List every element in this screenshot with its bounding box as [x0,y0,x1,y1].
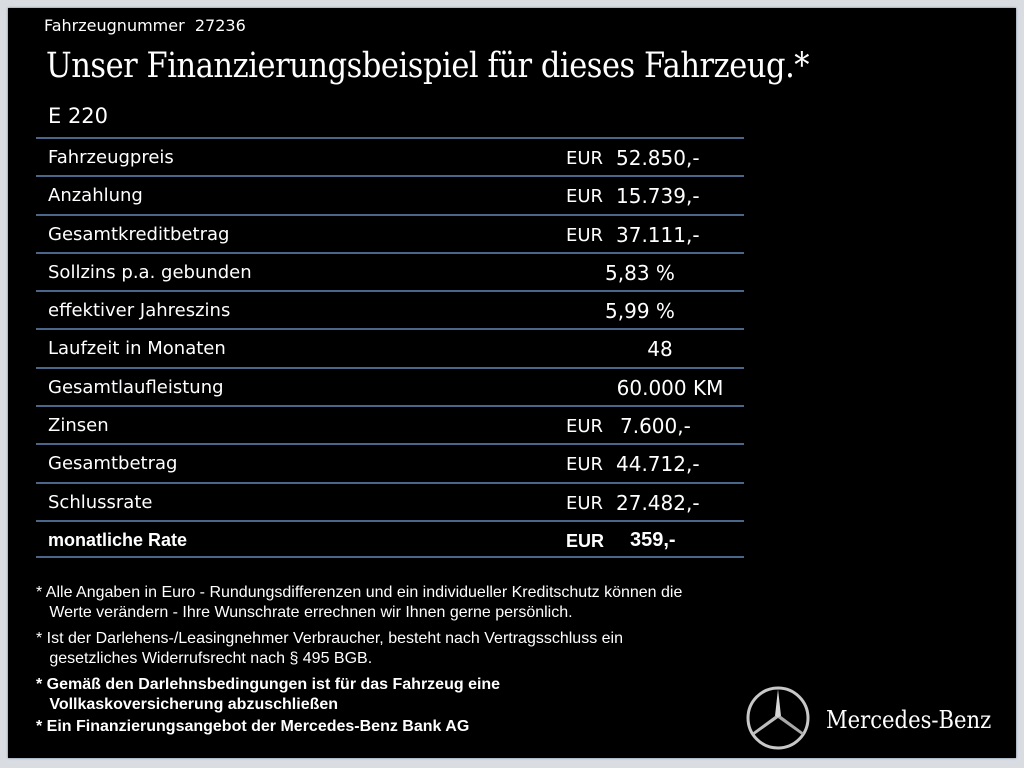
row-label: Zinsen [48,415,109,437]
three-pointed-star-icon [746,686,810,750]
table-row: Gesamtbetrag EUR 44.712,- [36,443,744,481]
row-label: Gesamtlaufleistung [48,376,224,398]
row-value: 44.712,- [616,452,700,477]
table-row: Fahrzeugpreis EUR 52.850,- [36,137,744,175]
row-currency: EUR [566,416,604,438]
footnote: * Alle Angaben in Euro - Rundungsdiffere… [36,584,683,621]
row-value: 5,83 % [605,260,675,285]
footnote: * Ist der Darlehens-/Leasingnehmer Verbr… [36,630,623,667]
vehicle-number-label: Fahrzeugnummer [44,16,185,35]
table-row: Gesamtlaufleistung 60.000 KM [36,366,744,405]
row-currency: EUR [566,454,604,476]
row-label: Laufzeit in Monaten [48,338,226,360]
row-currency: EUR [566,148,604,169]
row-label: Anzahlung [48,185,143,207]
table-row: Sollzins p.a. gebunden 5,83 % [36,251,744,290]
finance-panel: Fahrzeugnummer 27236 Unser Finanzierungs… [8,8,1016,758]
row-currency: EUR [566,224,604,246]
row-label: Fahrzeugpreis [48,147,174,168]
row-currency: EUR [566,492,604,514]
row-label: effektiver Jahreszins [48,300,231,322]
row-label: Schlussrate [48,491,153,513]
row-value: 48 [647,337,673,362]
row-value: 5,99 % [605,299,675,324]
table-row: Laufzeit in Monaten 48 [36,328,744,366]
model-name: E 220 [48,104,109,128]
row-label: monatliche Rate [48,529,188,550]
row-currency: EUR [566,530,605,551]
row-value: 52.850,- [616,146,700,170]
row-value: 37.111,- [616,222,700,247]
footnote: * Gemäß den Darlehnsbedingungen ist für … [36,676,501,713]
row-value: 15.739,- [616,184,700,209]
table-row: Schlussrate EUR 27.482,- [36,481,744,520]
footnote: * Ein Finanzierungsangebot der Mercedes-… [36,718,470,735]
finance-table: Fahrzeugpreis EUR 52.850,- Anzahlung EUR 15.… [36,137,744,559]
row-value: 27.482,- [616,490,700,515]
row-label: Gesamtkreditbetrag [48,223,230,245]
row-label: Gesamtbetrag [48,453,178,475]
row-value: 7.600,- [620,414,691,439]
row-currency: EUR [566,186,604,208]
table-row: Zinsen EUR 7.600,- [36,405,744,443]
vehicle-number-value: 27236 [194,16,246,35]
vehicle-number: Fahrzeugnummer 27236 [44,16,246,35]
page-title: Unser Finanzierungsbeispiel für dieses F… [46,46,810,86]
row-value: 359,- [630,528,676,551]
brand-name: Mercedes-Benz [826,706,992,734]
table-row: effektiver Jahreszins 5,99 % [36,290,744,328]
table-row: Gesamtkreditbetrag EUR 37.111,- [36,213,744,252]
table-row-monthly-rate: monatliche Rate EUR 359,- [36,519,744,559]
table-row: Anzahlung EUR 15.739,- [36,175,744,213]
row-value: 60.000 KM [616,375,724,400]
footnotes: * Alle Angaben in Euro - Rundungsdiffere… [36,583,682,739]
row-label: Sollzins p.a. gebunden [48,261,252,283]
